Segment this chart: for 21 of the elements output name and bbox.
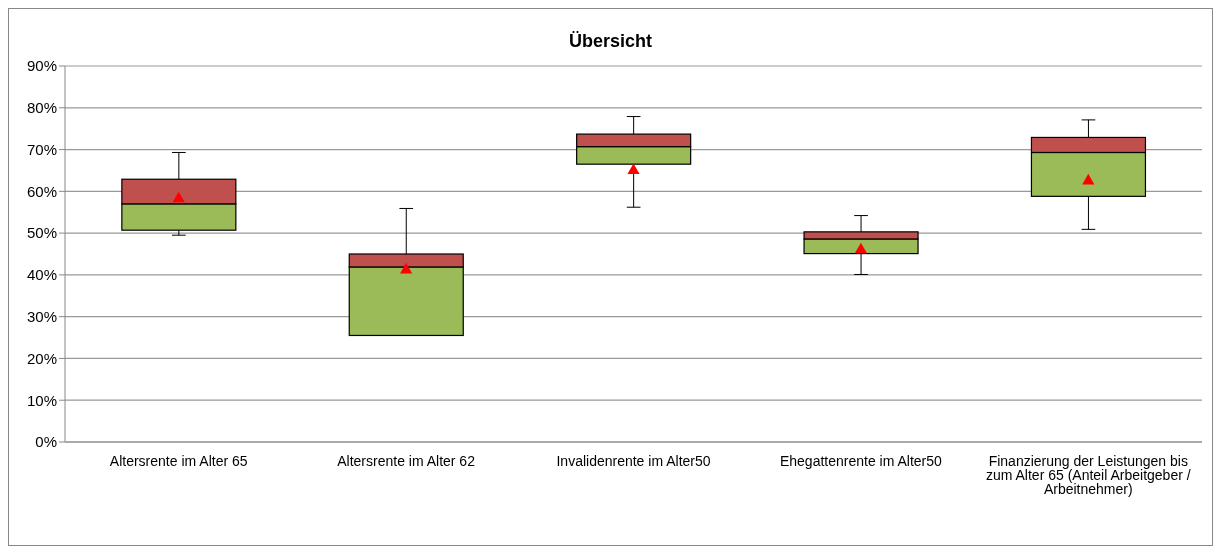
point bbox=[172, 191, 185, 203]
x-tick-label: Altersrente im Alter 62 bbox=[337, 452, 476, 469]
point bbox=[1082, 173, 1095, 185]
x-tick-label: Ehegattenrente im Alter50 bbox=[779, 452, 943, 469]
y-tick-label: 10% bbox=[26, 391, 57, 409]
y-tick-label: 40% bbox=[26, 266, 57, 284]
y-tick-label: 90% bbox=[26, 57, 57, 75]
y-tick-label: 20% bbox=[26, 349, 57, 367]
y-tick-label: 80% bbox=[26, 99, 57, 117]
point bbox=[627, 163, 640, 174]
y-tick-label: 50% bbox=[26, 224, 57, 242]
point bbox=[854, 242, 867, 254]
chart-title: Übersicht bbox=[568, 31, 653, 52]
y-tick-label: 70% bbox=[26, 140, 57, 158]
point bbox=[400, 262, 413, 274]
y-tick-label: 30% bbox=[26, 307, 57, 325]
y-tick-label: 60% bbox=[26, 182, 57, 200]
x-tick-label: Altersrente im Alter 65 bbox=[109, 452, 248, 469]
x-tick-label: Invalidenrente im Alter50 bbox=[556, 452, 711, 469]
x-tick-label: Finanzierung der Leistungen bis zum Alter 65 (Anteil Arbeitgeber / Arbeitnehmer) bbox=[985, 452, 1191, 497]
y-tick-label: 0% bbox=[35, 433, 57, 451]
